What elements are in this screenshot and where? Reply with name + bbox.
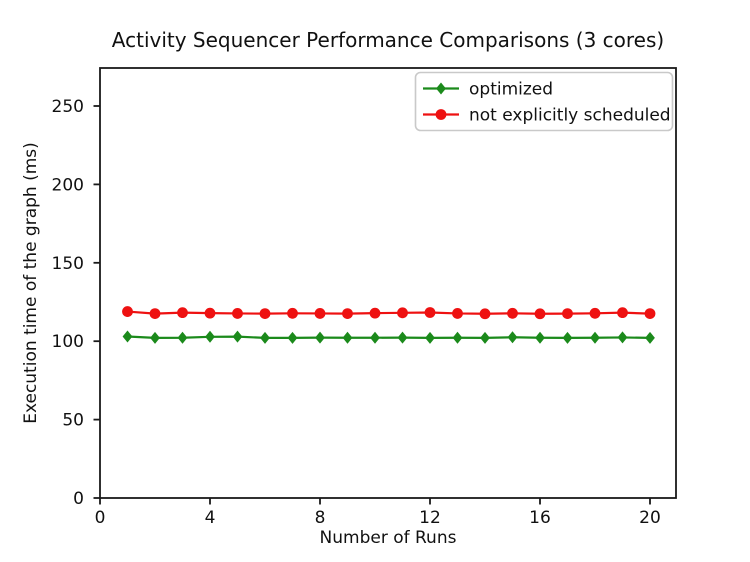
y-tick-label: 100	[52, 332, 84, 352]
data-point-diamond	[122, 330, 133, 343]
data-point-circle	[342, 308, 353, 320]
data-point-circle	[204, 307, 216, 319]
data-point-circle	[177, 307, 188, 319]
data-point-diamond	[645, 331, 655, 344]
data-point-diamond	[425, 331, 435, 344]
data-point-diamond	[397, 331, 408, 344]
data-point-circle	[397, 307, 408, 319]
x-axis-label: Number of Runs	[320, 528, 457, 548]
y-tick-label: 250	[52, 97, 84, 117]
data-point-circle	[369, 307, 381, 319]
data-point-diamond	[535, 331, 545, 344]
data-point-circle	[507, 307, 518, 319]
legend-entry-not-explicitly-scheduled: not explicitly scheduled	[423, 106, 671, 126]
data-point-circle	[232, 308, 243, 319]
data-point-circle	[589, 307, 601, 319]
data-point-diamond	[260, 331, 270, 344]
chart-title: Activity Sequencer Performance Compariso…	[112, 28, 664, 52]
data-point-circle	[122, 306, 133, 317]
data-point-circle	[644, 308, 656, 320]
data-point-circle	[562, 308, 573, 320]
data-point-diamond	[562, 331, 573, 344]
legend-box	[414, 71, 674, 132]
data-point-diamond	[342, 331, 353, 344]
x-tick-label: 4	[205, 508, 216, 528]
data-point-circle	[259, 308, 271, 320]
data-point-circle	[534, 308, 546, 320]
data-point-diamond	[370, 331, 380, 344]
data-point-circle	[287, 307, 298, 319]
data-point-diamond	[315, 331, 325, 344]
data-point-circle	[149, 308, 161, 320]
legend: optimized not explicitly scheduled	[414, 71, 674, 132]
data-point-diamond	[232, 330, 243, 343]
legend-label-not-explicitly-scheduled: not explicitly scheduled	[469, 106, 671, 126]
data-point-circle	[479, 308, 491, 320]
legend-label-optimized: optimized	[469, 80, 553, 100]
data-point-diamond	[287, 331, 298, 344]
data-point-diamond	[205, 330, 215, 343]
data-point-diamond	[452, 331, 463, 344]
x-tick-label: 0	[95, 508, 106, 528]
legend-entry-optimized: optimized	[423, 80, 553, 100]
data-point-diamond	[590, 331, 600, 344]
y-axis-label: Execution time of the graph (ms)	[21, 142, 41, 424]
y-tick-label: 50	[62, 411, 84, 431]
x-tick-label: 12	[419, 508, 441, 528]
data-point-circle	[617, 307, 628, 319]
data-point-circle	[424, 307, 436, 318]
data-point-diamond	[150, 331, 160, 344]
x-tick-label: 20	[639, 508, 661, 528]
y-tick-label: 150	[52, 254, 84, 274]
y-tick-label: 200	[52, 175, 84, 195]
data-point-diamond	[480, 331, 490, 344]
circle-marker-icon	[435, 109, 447, 120]
y-tick-label: 0	[73, 489, 84, 509]
data-point-diamond	[617, 331, 628, 344]
plot-series	[122, 306, 656, 344]
x-tick-label: 16	[529, 508, 551, 528]
plot-box	[99, 67, 677, 499]
data-point-diamond	[507, 331, 518, 344]
x-tick-label: 8	[315, 508, 326, 528]
data-point-circle	[452, 308, 463, 319]
data-point-circle	[314, 308, 326, 319]
diamond-marker-icon	[436, 82, 446, 95]
data-point-diamond	[177, 331, 188, 344]
